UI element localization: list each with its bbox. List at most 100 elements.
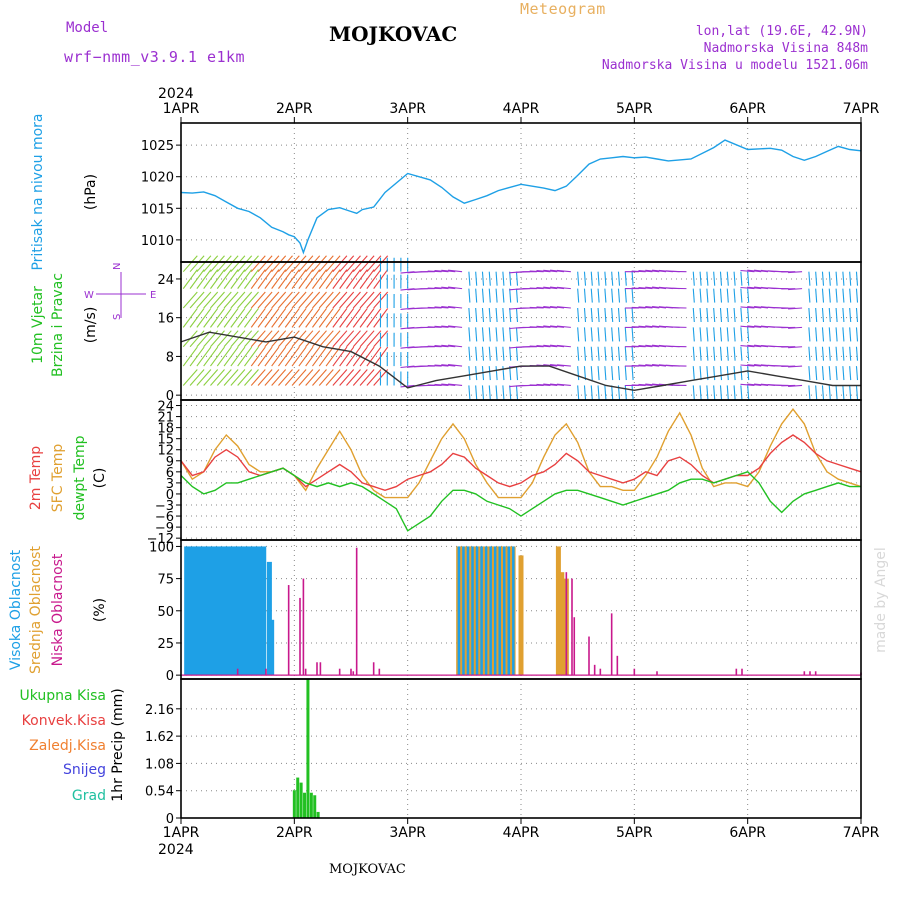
- wind-arrow: [719, 307, 723, 323]
- wind-arrow: [346, 291, 361, 309]
- compass-w: W: [84, 290, 94, 301]
- wind-arrow: [230, 255, 246, 273]
- wind-arrow: [284, 308, 300, 328]
- wind-arrow: [448, 325, 463, 328]
- precip-bar: [303, 792, 307, 818]
- wind-arrow: [352, 255, 368, 273]
- wind-arrow: [488, 346, 491, 361]
- xtick-label-top: 7APR: [843, 101, 880, 117]
- wind-arrow: [312, 269, 327, 289]
- wind-arrow: [441, 306, 456, 309]
- wind-arrow: [291, 255, 307, 273]
- wind-arrow: [339, 255, 355, 273]
- wind-arrow: [509, 346, 512, 361]
- cloud-bars: [181, 546, 862, 676]
- wind-arrow: [298, 330, 314, 348]
- wind-arrow: [590, 307, 593, 323]
- wind-arrow: [849, 288, 852, 303]
- wind-arrow: [645, 325, 660, 328]
- ytick-label: −9: [155, 521, 174, 536]
- ytick-label: 1020: [141, 171, 174, 186]
- time-axis: 1APR 1APR 2APR 2APR 3APR 3APR 4APR 4APR 5APR 5APR…: [158, 86, 880, 858]
- wind-arrow: [468, 327, 471, 342]
- wind-arrow: [740, 346, 743, 361]
- wind-arrow: [556, 364, 571, 367]
- wind-arrow: [312, 255, 327, 273]
- wind-arrow: [264, 291, 280, 309]
- wind-arrow: [583, 271, 587, 286]
- wind-arrow: [638, 364, 653, 367]
- wind-arrow: [366, 308, 382, 328]
- wind-arrow: [788, 307, 803, 310]
- wind-arrow: [713, 385, 716, 400]
- wind-arrow: [339, 346, 355, 367]
- wind-arrow: [291, 269, 307, 289]
- xtick-label-bottom: 4APR: [503, 825, 540, 841]
- wind-arrow: [189, 269, 205, 289]
- ytick-label: 12: [157, 444, 174, 459]
- ytick-label: −6: [155, 510, 174, 525]
- wind-arrow: [284, 269, 300, 289]
- panel-precip: 0 0.54 1.08 1.62 2.16: [145, 679, 861, 827]
- precip-legend-item: Snijeg: [63, 762, 106, 778]
- ytick-label: 6: [166, 466, 174, 481]
- wind-arrow: [216, 269, 232, 289]
- wind-arrow: [495, 307, 498, 323]
- wind-arrow: [611, 271, 614, 286]
- wind-arrow: [196, 330, 212, 348]
- wind-arrow: [617, 346, 621, 361]
- wind-arrow: [597, 307, 600, 323]
- wind-arrow: [216, 255, 232, 273]
- wind-arrow: [529, 287, 544, 290]
- wind-arrow: [747, 366, 750, 381]
- wind-arrow: [278, 369, 293, 386]
- wind-arrow: [788, 346, 803, 349]
- precip-legend-item: Zaledj.Kisa: [29, 738, 106, 754]
- wind-arrow: [278, 308, 293, 328]
- wind-arrow: [577, 346, 580, 361]
- wind-arrow: [604, 288, 607, 303]
- wind-arrow: [808, 346, 811, 361]
- wind-arrow: [624, 366, 627, 381]
- wind-arrow: [339, 308, 355, 328]
- low-cloud-bar: [302, 578, 305, 676]
- wind-arrow: [556, 306, 571, 309]
- wind-arrow: [271, 291, 287, 309]
- wind-arrow: [699, 327, 702, 342]
- wind-arrow: [182, 269, 198, 289]
- wind-arrow: [835, 271, 838, 286]
- wind-arrow: [842, 327, 845, 342]
- wind-arrow: [747, 271, 750, 286]
- wind-arrow: [529, 384, 544, 387]
- wind-arrow: [352, 330, 368, 348]
- wind-arrow: [740, 366, 743, 381]
- wind-arrow: [692, 346, 695, 361]
- wind-arrow: [706, 307, 709, 323]
- wind-arrow: [189, 330, 205, 348]
- wind-arrow: [271, 269, 287, 289]
- wind-arrow: [855, 288, 859, 303]
- wind-arrow: [747, 307, 750, 323]
- wind-arrow: [427, 364, 442, 367]
- wind-arrow: [305, 255, 321, 273]
- wind-arrow: [325, 369, 341, 386]
- wind-arrow: [543, 364, 558, 367]
- wind-arrow: [291, 346, 307, 367]
- wind-arrow: [495, 271, 498, 286]
- wind-arrow: [359, 269, 375, 289]
- wind-arrow: [747, 327, 750, 342]
- wind-arrow: [842, 307, 845, 323]
- wind-arrow: [264, 269, 280, 289]
- wind-arrow: [740, 383, 755, 387]
- high-cloud-bar: [206, 546, 212, 676]
- credit-text: made by Angel: [873, 547, 889, 653]
- low-cloud-bar: [735, 668, 738, 676]
- wind-arrow: [278, 255, 293, 273]
- wind-arrow: [713, 307, 716, 323]
- wind-arrow: [842, 288, 845, 303]
- wind-arrow: [502, 346, 505, 361]
- wind-arrow: [318, 291, 334, 309]
- wind-arrow: [481, 385, 485, 400]
- wind-arrow: [617, 307, 621, 323]
- wind-arrow: [502, 307, 505, 323]
